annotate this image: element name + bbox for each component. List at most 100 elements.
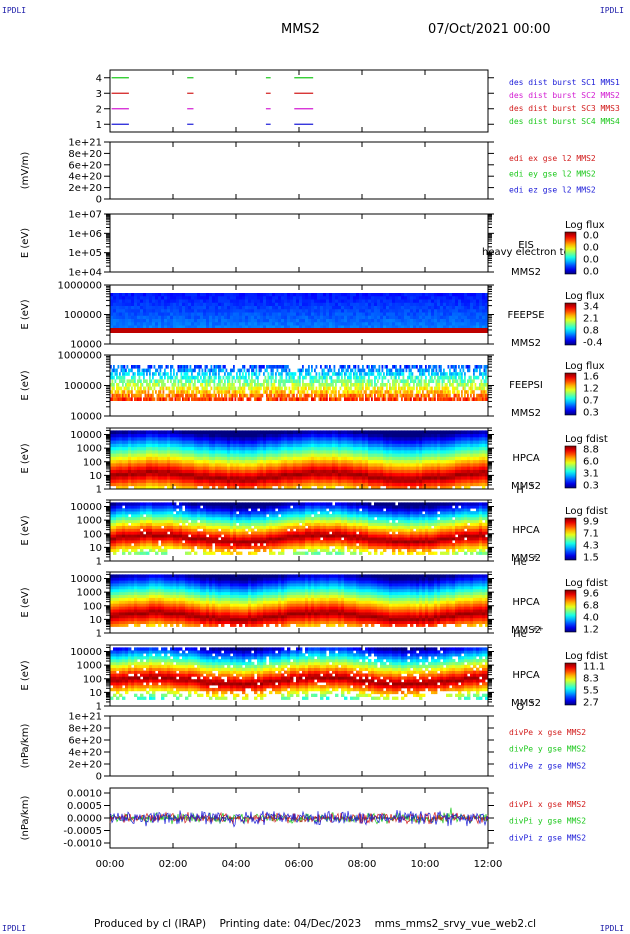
heatmap-cell — [198, 397, 201, 401]
heatmap-cell — [437, 299, 441, 304]
heatmap-cell — [227, 443, 231, 448]
heatmap-cell — [470, 309, 474, 313]
heatmap-cell — [455, 299, 459, 304]
heatmap-cell — [339, 372, 342, 376]
heatmap-cell — [138, 365, 141, 369]
heatmap-cell — [254, 322, 258, 326]
heatmap-cell — [191, 397, 193, 401]
heatmap-cell — [383, 299, 387, 304]
heatmap-cell — [197, 312, 201, 317]
heatmap-cell — [158, 312, 162, 317]
heatmap-cell — [336, 379, 339, 383]
heatmap-cell — [329, 482, 333, 487]
heatmap-cell — [173, 312, 177, 317]
heatmap-cell — [125, 293, 129, 297]
heatmap-cell — [284, 319, 288, 323]
heatmap-cell — [338, 306, 342, 310]
heatmap-cell — [116, 372, 118, 376]
heatmap-cell — [374, 302, 378, 307]
heatmap-cell — [119, 325, 123, 330]
heatmap-cell — [158, 453, 162, 457]
heatmap-cell — [167, 379, 169, 383]
heatmap-cell — [260, 319, 264, 323]
heatmap-cell — [281, 312, 285, 317]
heatmap-cell — [188, 299, 192, 304]
heatmap-cell — [170, 443, 174, 448]
heatmap-cell — [152, 485, 156, 490]
heatmap-cell — [285, 365, 288, 369]
heatmap-cell — [305, 466, 309, 470]
heatmap-cell — [122, 293, 126, 297]
heatmap-cell — [215, 386, 217, 391]
heatmap-cell — [113, 449, 117, 454]
heatmap-cell — [326, 383, 328, 387]
heatmap-cell — [168, 393, 171, 398]
heatmap-cell — [215, 315, 219, 320]
heatmap-cell — [266, 443, 270, 448]
heatmap-cell — [146, 472, 150, 477]
heatmap-cell — [266, 383, 268, 387]
heatmap-cell — [392, 386, 394, 391]
heatmap-cell — [272, 475, 276, 480]
heatmap-cell — [122, 443, 126, 448]
heatmap-cell — [378, 393, 381, 398]
heatmap-cell — [152, 449, 156, 454]
heatmap-cell — [117, 390, 120, 394]
heatmap-cell — [425, 315, 429, 320]
heatmap-cell — [245, 475, 249, 480]
heatmap-cell — [329, 466, 333, 470]
heatmap-cell — [351, 397, 354, 401]
heatmap-cell — [335, 469, 339, 474]
heatmap-cell — [293, 397, 295, 401]
heatmap-cell — [149, 296, 153, 300]
heatmap-cell — [266, 315, 270, 320]
heatmap-cell — [329, 430, 333, 435]
heatmap-cell — [287, 462, 291, 467]
heatmap-cell — [303, 397, 306, 401]
heatmap-cell — [275, 459, 279, 464]
heatmap-cell — [224, 383, 226, 387]
heatmap-cell — [335, 466, 339, 470]
heatmap-cell — [152, 433, 156, 438]
heatmap-cell — [254, 397, 256, 401]
heatmap-cell — [272, 372, 274, 376]
heatmap-cell — [275, 393, 277, 398]
heatmap-cell — [456, 397, 459, 401]
heatmap-cell — [161, 446, 165, 451]
heatmap-cell — [117, 397, 120, 401]
heatmap-cell — [306, 368, 309, 373]
heatmap-cell — [480, 379, 483, 383]
heatmap-cell — [284, 462, 288, 467]
heatmap-cell — [158, 475, 162, 480]
heatmap-cell — [260, 299, 264, 304]
heatmap-cell — [368, 306, 372, 310]
heatmap-cell — [119, 462, 123, 467]
heatmap-cell — [432, 365, 435, 369]
heatmap-cell — [329, 443, 333, 448]
heatmap-cell — [119, 456, 123, 461]
heatmap-cell — [209, 322, 213, 326]
heatmap-cell — [291, 393, 294, 398]
heatmap-cell — [381, 393, 384, 398]
heatmap-cell — [408, 397, 411, 401]
heatmap-cell — [278, 472, 282, 477]
heatmap-cell — [278, 436, 282, 441]
heatmap-cell — [407, 319, 411, 323]
heatmap-cell — [347, 485, 351, 490]
heatmap-cell — [294, 386, 297, 391]
heatmap-cell — [479, 386, 481, 391]
heatmap-cell — [236, 309, 240, 313]
heatmap-cell — [110, 459, 114, 464]
heatmap-cell — [392, 379, 394, 383]
heatmap-cell — [395, 368, 397, 373]
heatmap-cell — [362, 383, 364, 387]
heatmap-cell — [212, 485, 216, 490]
heatmap-cell — [242, 462, 246, 467]
heatmap-cell — [467, 309, 471, 313]
heatmap-cell — [338, 462, 342, 467]
heatmap-cell — [452, 379, 454, 383]
heatmap-cell — [302, 293, 306, 297]
heatmap-cell — [389, 386, 391, 391]
heatmap-cell — [369, 372, 372, 376]
heatmap-cell — [459, 397, 462, 401]
